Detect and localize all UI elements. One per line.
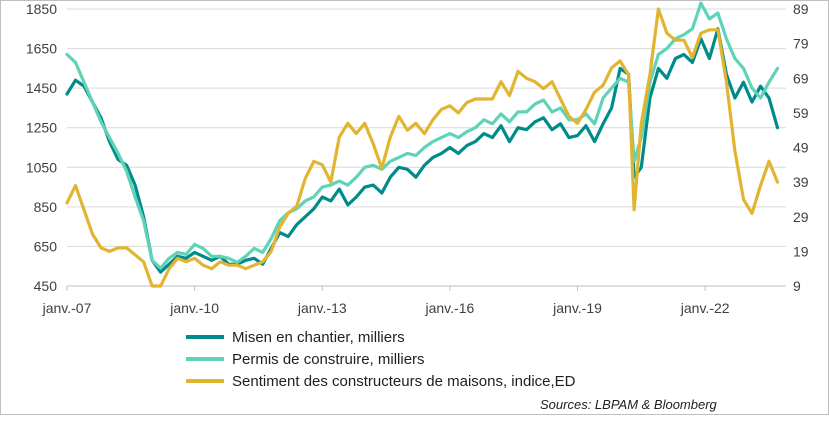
- right-y-axis: 89 79 69 59 49 39 29 19 9: [793, 1, 809, 294]
- series-line-1: [65, 27, 780, 274]
- x-tick-label: janv.-16: [425, 300, 475, 316]
- y-left-tick-label: 1450: [26, 80, 57, 96]
- series-line-3: [65, 7, 780, 288]
- y-right-tick-label: 9: [793, 278, 801, 294]
- legend: Misen en chantier, milliers Permis de con…: [186, 329, 576, 390]
- y-right-tick-label: 19: [793, 243, 809, 259]
- y-left-tick-label: 1650: [26, 41, 57, 57]
- legend-label-3: Sentiment des constructeurs de maisons, …: [232, 373, 576, 390]
- y-right-tick-label: 79: [793, 36, 809, 52]
- x-tick-label: janv.-07: [42, 300, 92, 316]
- y-right-tick-label: 89: [793, 1, 809, 17]
- legend-label-2: Permis de construire, milliers: [232, 351, 425, 368]
- y-left-tick-label: 850: [34, 199, 58, 215]
- x-tick-label: janv.-22: [680, 300, 730, 316]
- y-right-tick-label: 29: [793, 209, 809, 225]
- y-right-tick-label: 59: [793, 105, 809, 121]
- x-tick-label: janv.-19: [552, 300, 602, 316]
- y-left-tick-label: 1250: [26, 120, 57, 136]
- legend-label-1: Misen en chantier, milliers: [232, 329, 405, 346]
- x-axis: janv.-07 janv.-10 janv.-13 janv.-16 janv.-19…: [42, 285, 786, 316]
- series-line-2: [65, 1, 780, 270]
- y-right-tick-label: 49: [793, 140, 809, 156]
- x-tick-label: janv.-13: [297, 300, 347, 316]
- source-note: Sources: LBPAM & Bloomberg: [540, 397, 718, 412]
- y-right-tick-label: 69: [793, 70, 809, 86]
- series-lines: [65, 1, 780, 288]
- y-left-tick-label: 650: [34, 238, 58, 254]
- left-y-axis: 1850 1650 1450 1250 1050 850 650 450: [26, 1, 57, 294]
- y-left-tick-label: 1850: [26, 1, 57, 17]
- x-tick-label: janv.-10: [169, 300, 219, 316]
- y-right-tick-label: 39: [793, 174, 809, 190]
- y-left-tick-label: 450: [34, 278, 58, 294]
- gridlines: [67, 8, 786, 287]
- y-left-tick-label: 1050: [26, 159, 57, 175]
